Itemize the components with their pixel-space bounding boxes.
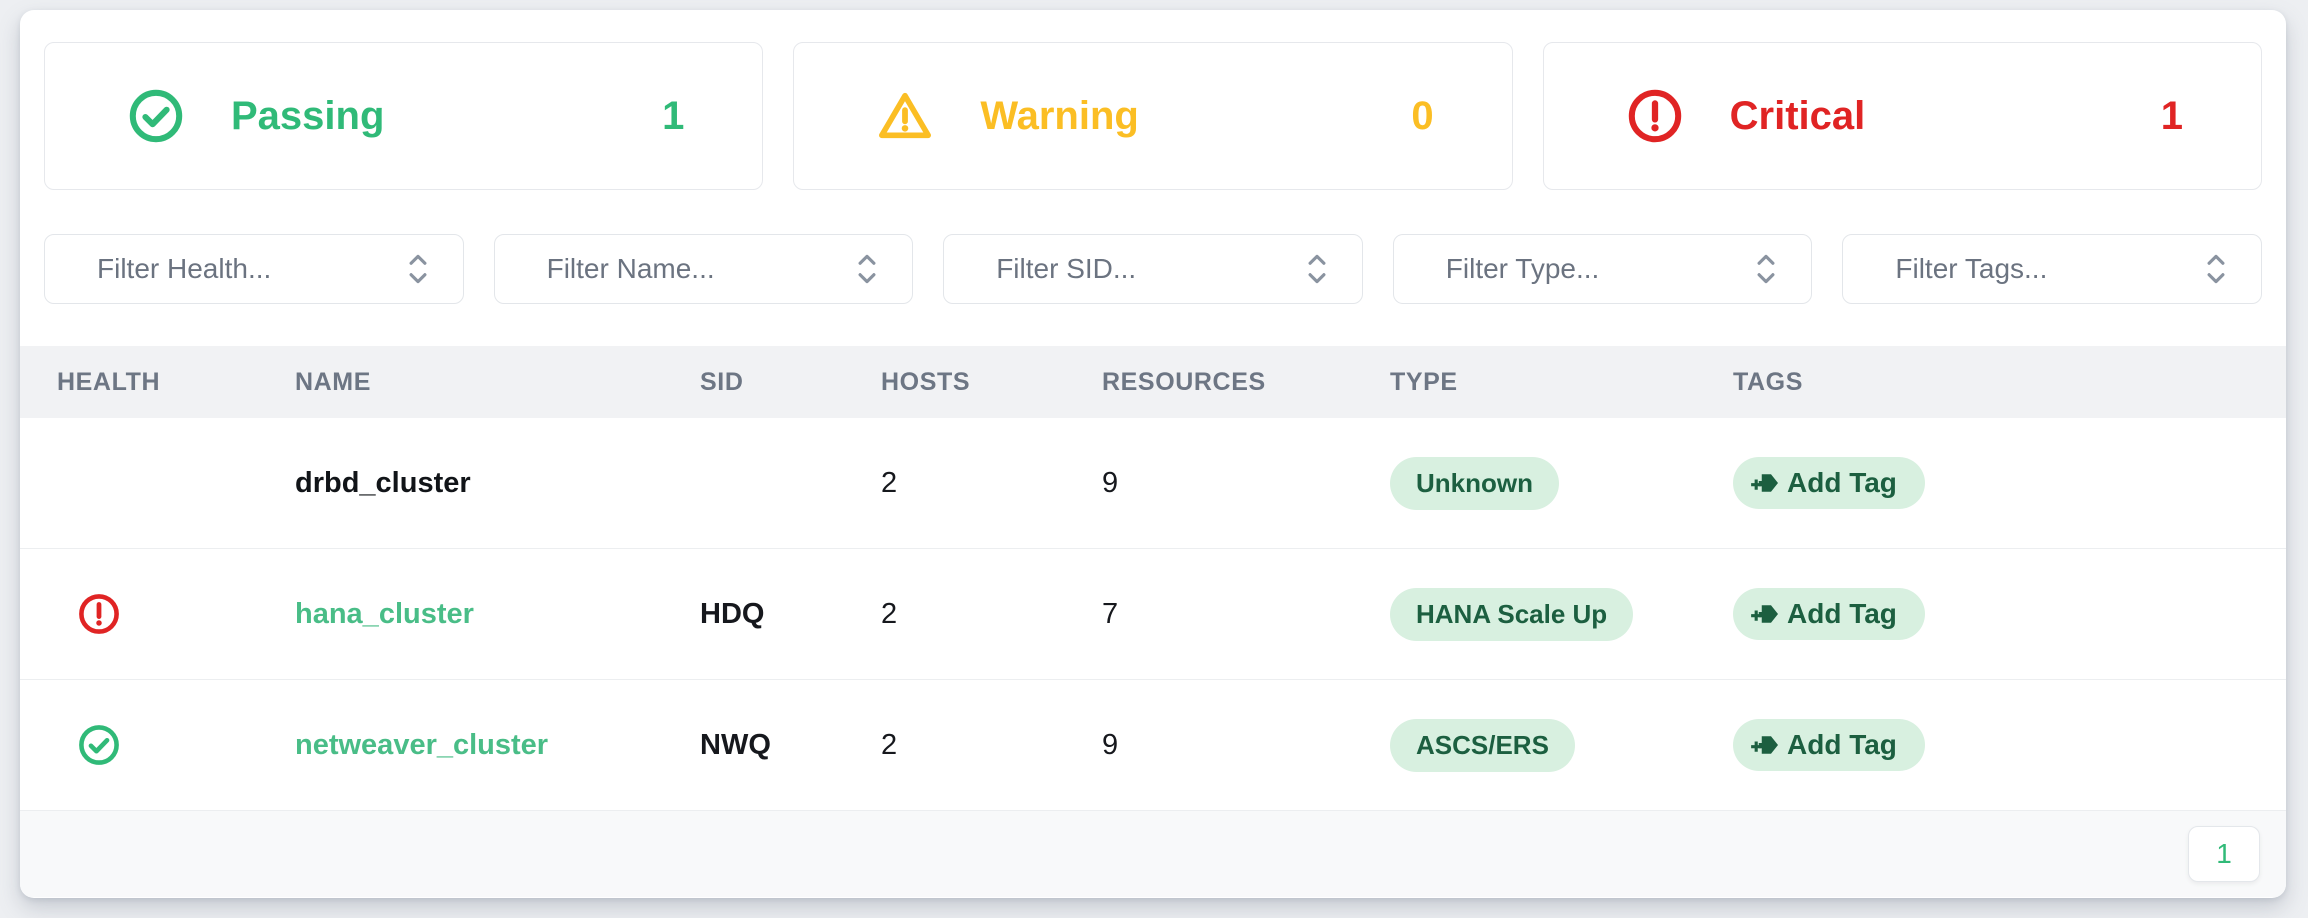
table-footer: 1 <box>20 811 2286 897</box>
warning-label: Warning <box>980 93 1139 138</box>
filter-sid-placeholder: Filter SID... <box>996 253 1137 284</box>
cluster-resources: 7 <box>1102 597 1119 630</box>
cluster-type-badge: Unknown <box>1390 456 1559 510</box>
warning-count: 0 <box>1411 93 1434 138</box>
table-row: hana_cluster HDQ 2 7 HANA Scale Up Add T… <box>20 549 2286 680</box>
filter-bar: Filter Health... Filter Name... Filter S… <box>44 234 2262 304</box>
cluster-name-link[interactable]: netweaver_cluster <box>295 728 549 761</box>
chevron-sort-icon <box>1308 254 1326 284</box>
header-health: HEALTH <box>57 367 161 396</box>
clusters-panel: Passing 1 Warning 0 Critical 1 Filter He… <box>20 10 2286 898</box>
cluster-sid: HDQ <box>700 597 765 630</box>
clusters-table: HEALTH NAME SID HOSTS RESOURCES TYPE TAG… <box>20 346 2286 897</box>
summary-card-critical: Critical 1 <box>1542 42 2262 190</box>
add-tag-icon <box>1751 474 1778 492</box>
check-circle-icon <box>129 89 183 143</box>
chevron-sort-icon <box>1757 254 1775 284</box>
filter-health-placeholder: Filter Health... <box>97 253 272 284</box>
cluster-name: drbd_cluster <box>295 466 471 499</box>
cluster-name-link[interactable]: hana_cluster <box>295 597 474 630</box>
header-type: TYPE <box>1390 367 1458 396</box>
cluster-type-badge: ASCS/ERS <box>1390 718 1575 772</box>
filter-type-placeholder: Filter Type... <box>1445 253 1600 284</box>
health-critical-icon <box>79 594 119 634</box>
cluster-resources: 9 <box>1102 466 1119 499</box>
critical-label: Critical <box>1729 93 1866 138</box>
add-tag-button[interactable]: Add Tag <box>1733 719 1925 771</box>
health-summary: Passing 1 Warning 0 Critical 1 <box>44 42 2262 190</box>
filter-type-select[interactable]: Filter Type... <box>1392 234 1813 304</box>
cluster-hosts: 2 <box>881 597 898 630</box>
add-tag-button[interactable]: Add Tag <box>1733 588 1925 640</box>
exclamation-circle-icon <box>1628 89 1681 143</box>
chevron-sort-icon <box>858 254 876 284</box>
chevron-sort-icon <box>409 254 427 284</box>
header-name: NAME <box>295 367 372 396</box>
add-tag-icon <box>1751 605 1778 623</box>
header-sid: SID <box>700 367 744 396</box>
cluster-resources: 9 <box>1102 728 1119 761</box>
table-row: netweaver_cluster NWQ 2 9 ASCS/ERS Add T… <box>20 680 2286 811</box>
header-hosts: HOSTS <box>881 367 971 396</box>
cluster-hosts: 2 <box>881 466 898 499</box>
add-tag-icon <box>1751 736 1778 754</box>
summary-card-passing: Passing 1 <box>44 42 764 190</box>
table-header-row: HEALTH NAME SID HOSTS RESOURCES TYPE TAG… <box>20 346 2286 418</box>
passing-label: Passing <box>231 93 385 138</box>
chevron-sort-icon <box>2207 254 2225 284</box>
cluster-type-badge: HANA Scale Up <box>1390 587 1634 641</box>
critical-count: 1 <box>2160 93 2183 138</box>
table-row: drbd_cluster 2 9 Unknown Add Tag <box>20 418 2286 549</box>
filter-tags-select[interactable]: Filter Tags... <box>1842 234 2262 304</box>
health-passing-icon <box>79 725 119 765</box>
summary-card-warning: Warning 0 <box>793 42 1513 190</box>
add-tag-button[interactable]: Add Tag <box>1733 457 1925 509</box>
warning-triangle-icon <box>879 92 932 139</box>
filter-health-select[interactable]: Filter Health... <box>44 234 464 304</box>
header-tags: TAGS <box>1733 367 1803 396</box>
pagination-page-button[interactable]: 1 <box>2188 826 2260 882</box>
filter-tags-placeholder: Filter Tags... <box>1895 253 2048 284</box>
header-resources: RESOURCES <box>1102 367 1266 396</box>
cluster-hosts: 2 <box>881 728 898 761</box>
passing-count: 1 <box>662 93 685 138</box>
filter-name-placeholder: Filter Name... <box>546 253 715 284</box>
filter-name-select[interactable]: Filter Name... <box>493 234 914 304</box>
filter-sid-select[interactable]: Filter SID... <box>943 234 1363 304</box>
cluster-sid: NWQ <box>700 728 771 761</box>
